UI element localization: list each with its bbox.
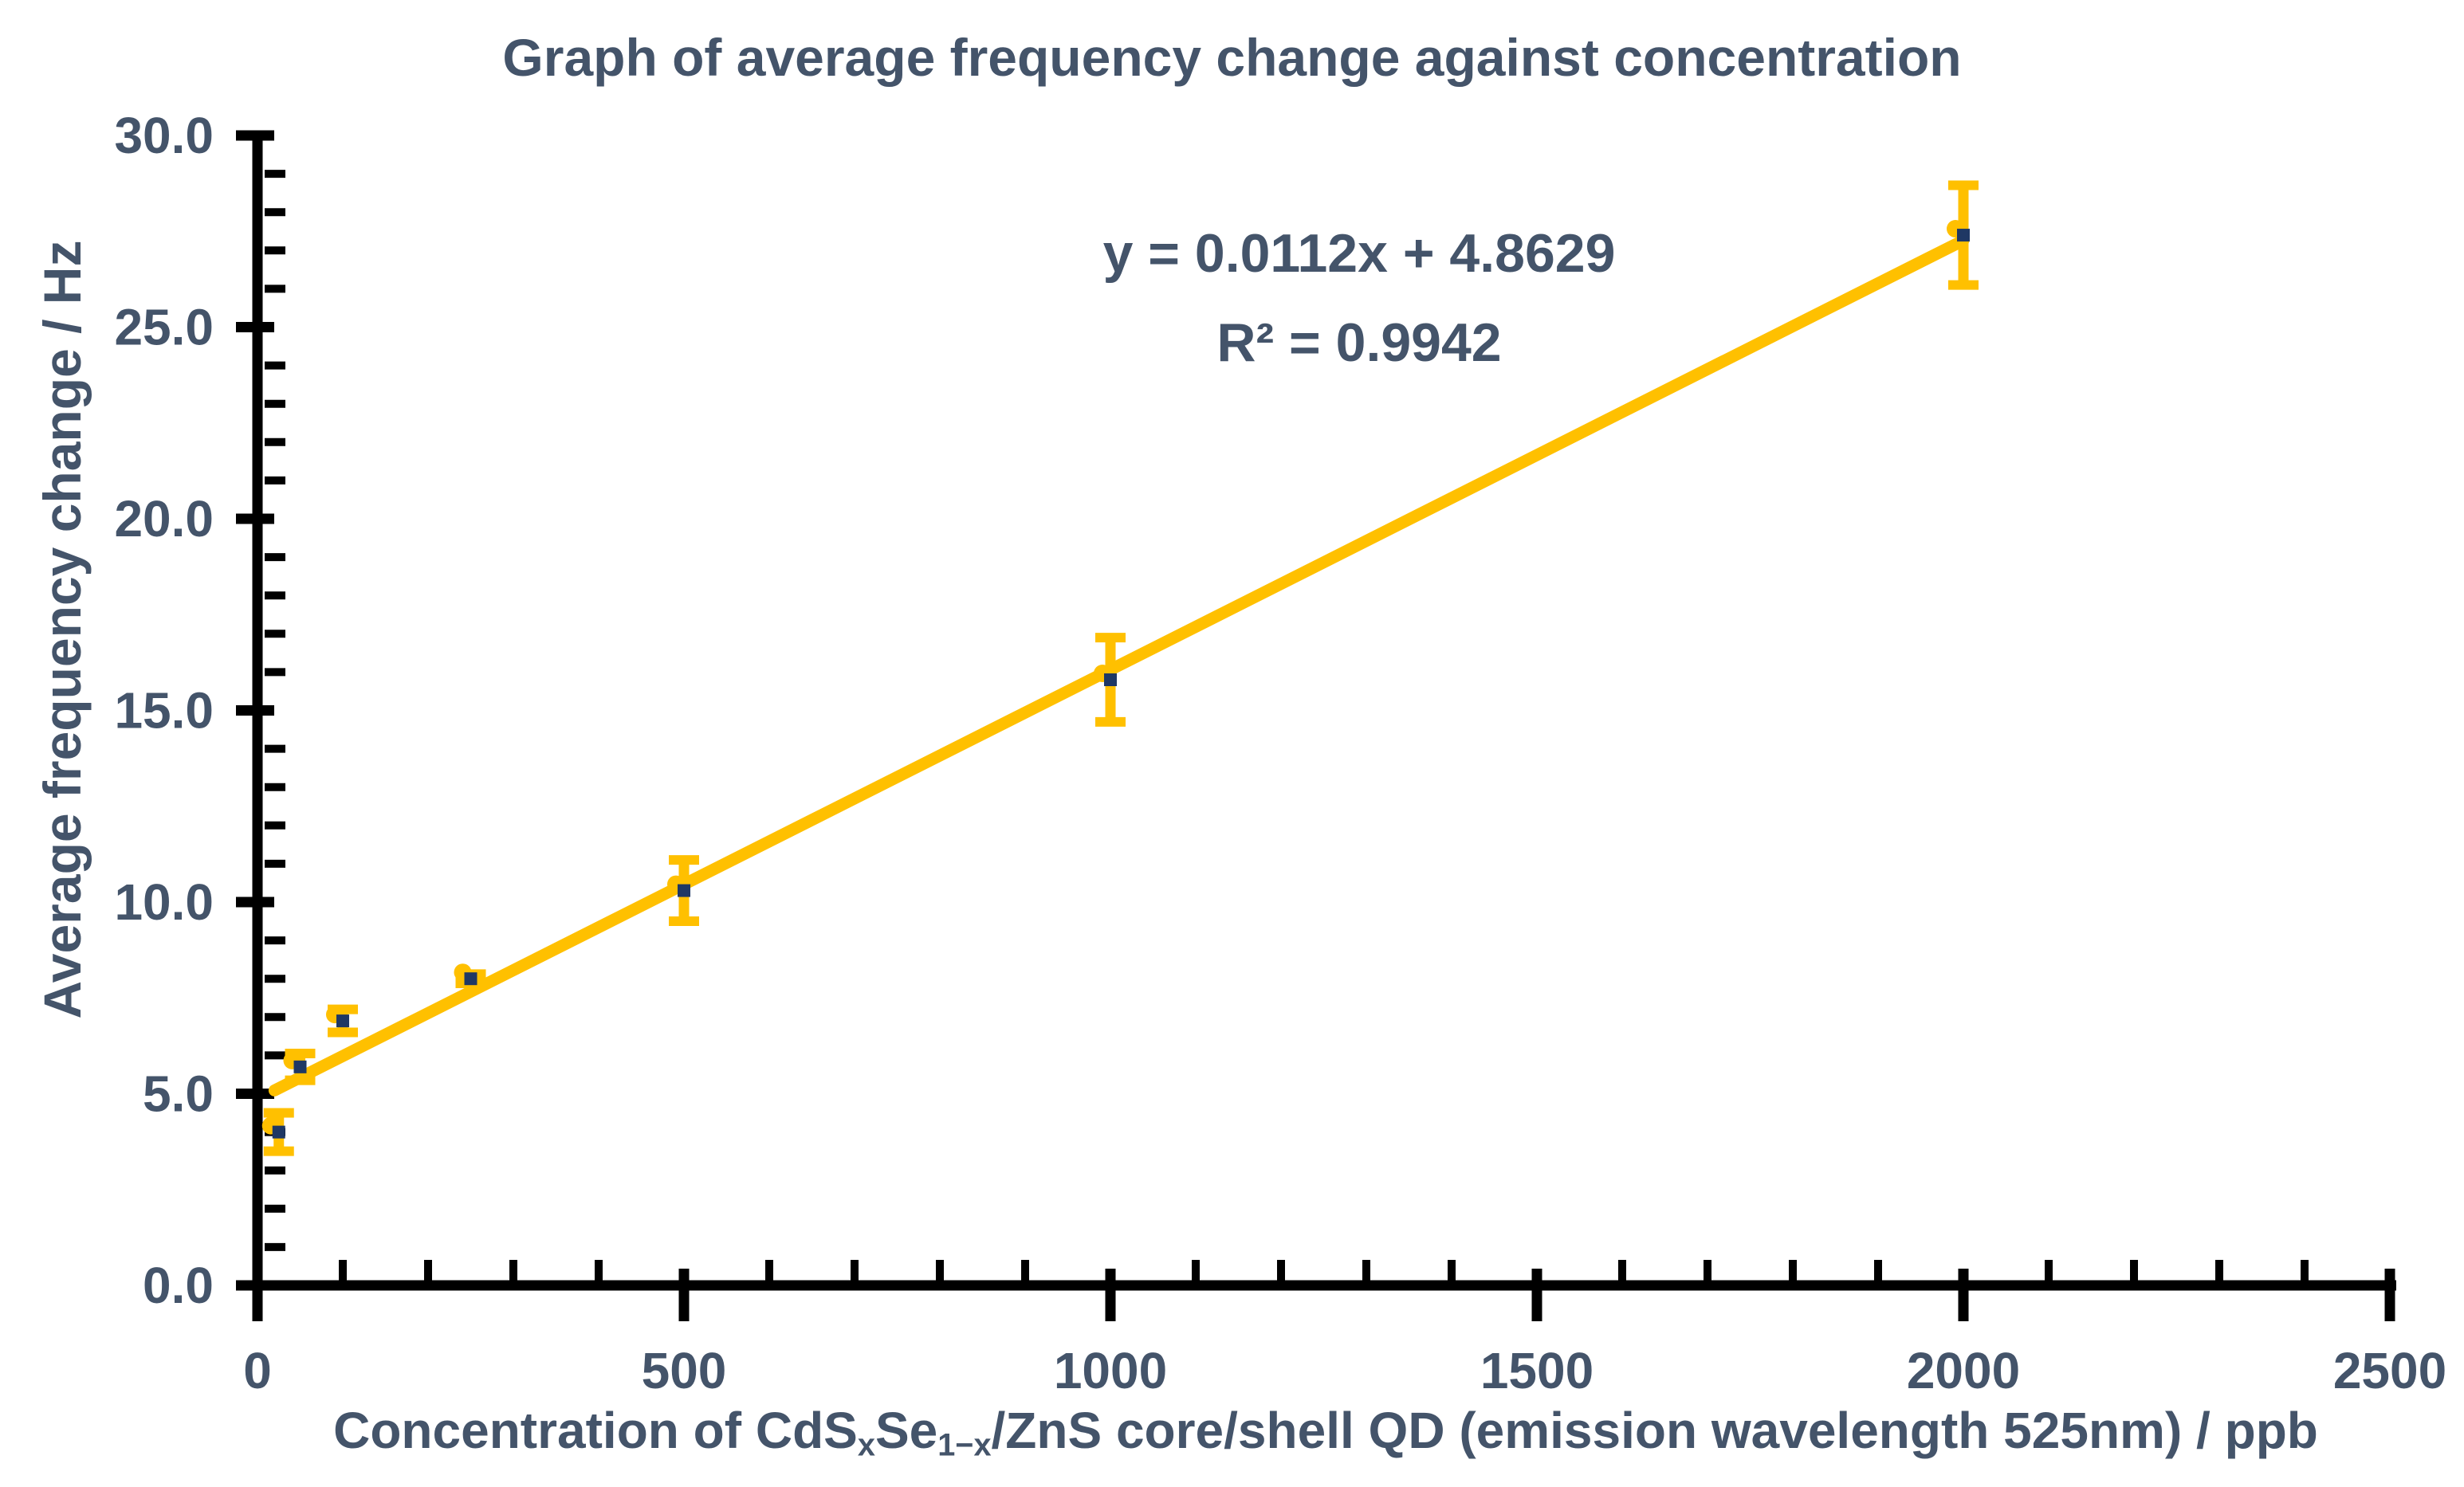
y-tick-label: 25.0 [114,299,214,356]
chart-title: Graph of average frequency change agains… [502,28,1962,87]
x-axis-title-subscript: 1−x [937,1427,992,1463]
x-tick-label: 2000 [1907,1342,2020,1399]
trendline-equation: y = 0.0112x + 4.8629 [1102,223,1616,284]
x-axis-title-part: /ZnS core/shell QD (emission wavelength … [991,1402,2318,1459]
data-point-marker [293,1060,307,1073]
y-tick-label: 30.0 [114,107,214,164]
x-tick-label: 2500 [2333,1342,2446,1399]
data-point-marker [1957,229,1970,242]
data-point-marker [678,884,690,897]
x-tick-label: 0 [243,1342,272,1399]
trendline [268,234,1970,1097]
r-squared-value: R² = 0.9942 [1216,312,1502,373]
x-axis-title-subscript: x [857,1427,875,1463]
data-point-marker [464,972,477,986]
data-point-marker [1104,673,1117,687]
data-point-marker [336,1014,349,1028]
y-tick-label: 15.0 [114,682,214,740]
data-point-marker [272,1125,285,1139]
y-tick-label: 0.0 [143,1257,214,1314]
x-axis-title-part: Se [874,1402,938,1459]
x-axis-title: Concentration of CdSxSe1−x/ZnS core/shel… [257,1401,2394,1464]
x-tick-label: 1500 [1480,1342,1594,1399]
y-tick-label: 20.0 [114,490,214,547]
x-tick-label: 1000 [1054,1342,1167,1399]
x-axis-title-part: Concentration of CdS [333,1402,858,1459]
x-tick-label: 500 [642,1342,727,1399]
trendline-annotation: y = 0.0112x + 4.8629 R² = 0.9942 [881,209,1837,387]
y-tick-label: 5.0 [143,1065,214,1123]
y-tick-label: 10.0 [114,873,214,931]
